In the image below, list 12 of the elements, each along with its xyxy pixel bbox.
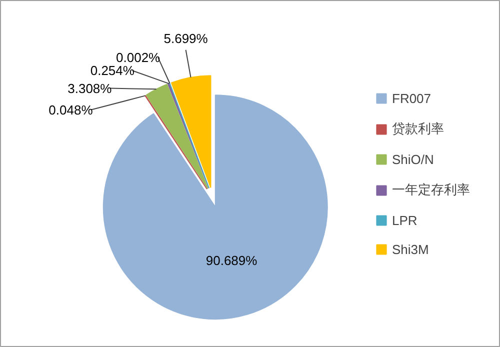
legend-label: 一年定存利率 [392,180,470,198]
data-label: 3.308% [68,80,112,96]
data-label: 5.699% [164,30,208,46]
data-label: 0.254% [90,63,135,78]
legend-label: FR007 [392,90,432,106]
data-label: 90.689% [206,253,258,268]
legend-label: LPR [392,212,418,228]
legend-label: Shi3M [392,242,429,256]
legend-label: ShiO/N [392,152,434,166]
legend-label: 贷款利率 [392,120,444,138]
data-label: 0.002% [116,50,161,66]
data-label: 0.048% [48,102,94,118]
